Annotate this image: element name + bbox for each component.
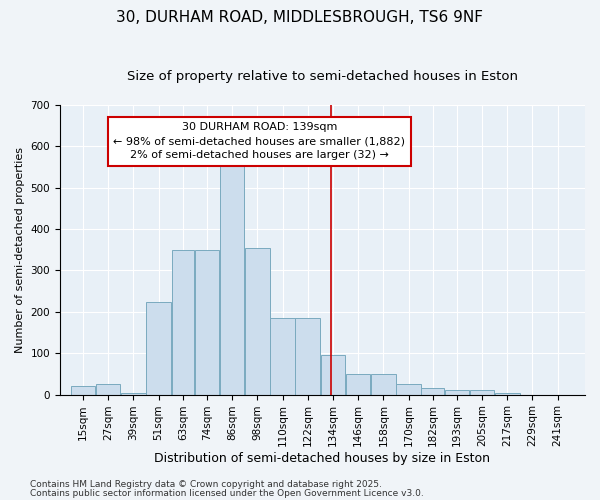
- Bar: [220, 150, 244, 394]
- Bar: [121, 392, 146, 394]
- Bar: [96, 384, 121, 394]
- Bar: [445, 390, 469, 394]
- X-axis label: Distribution of semi-detached houses by size in Eston: Distribution of semi-detached houses by …: [154, 452, 490, 465]
- Bar: [172, 250, 194, 394]
- Bar: [245, 248, 269, 394]
- Bar: [495, 392, 520, 394]
- Text: Contains HM Land Registry data © Crown copyright and database right 2025.: Contains HM Land Registry data © Crown c…: [30, 480, 382, 489]
- Text: Contains public sector information licensed under the Open Government Licence v3: Contains public sector information licen…: [30, 489, 424, 498]
- Bar: [295, 318, 320, 394]
- Title: Size of property relative to semi-detached houses in Eston: Size of property relative to semi-detach…: [127, 70, 518, 83]
- Bar: [71, 386, 95, 394]
- Bar: [396, 384, 421, 394]
- Bar: [270, 318, 295, 394]
- Bar: [194, 250, 219, 394]
- Bar: [320, 356, 345, 395]
- Text: 30, DURHAM ROAD, MIDDLESBROUGH, TS6 9NF: 30, DURHAM ROAD, MIDDLESBROUGH, TS6 9NF: [116, 10, 484, 25]
- Text: 30 DURHAM ROAD: 139sqm
← 98% of semi-detached houses are smaller (1,882)
2% of s: 30 DURHAM ROAD: 139sqm ← 98% of semi-det…: [113, 122, 406, 160]
- Bar: [421, 388, 444, 394]
- Bar: [470, 390, 494, 394]
- Bar: [346, 374, 370, 394]
- Bar: [146, 302, 171, 394]
- Y-axis label: Number of semi-detached properties: Number of semi-detached properties: [15, 147, 25, 353]
- Bar: [371, 374, 395, 394]
